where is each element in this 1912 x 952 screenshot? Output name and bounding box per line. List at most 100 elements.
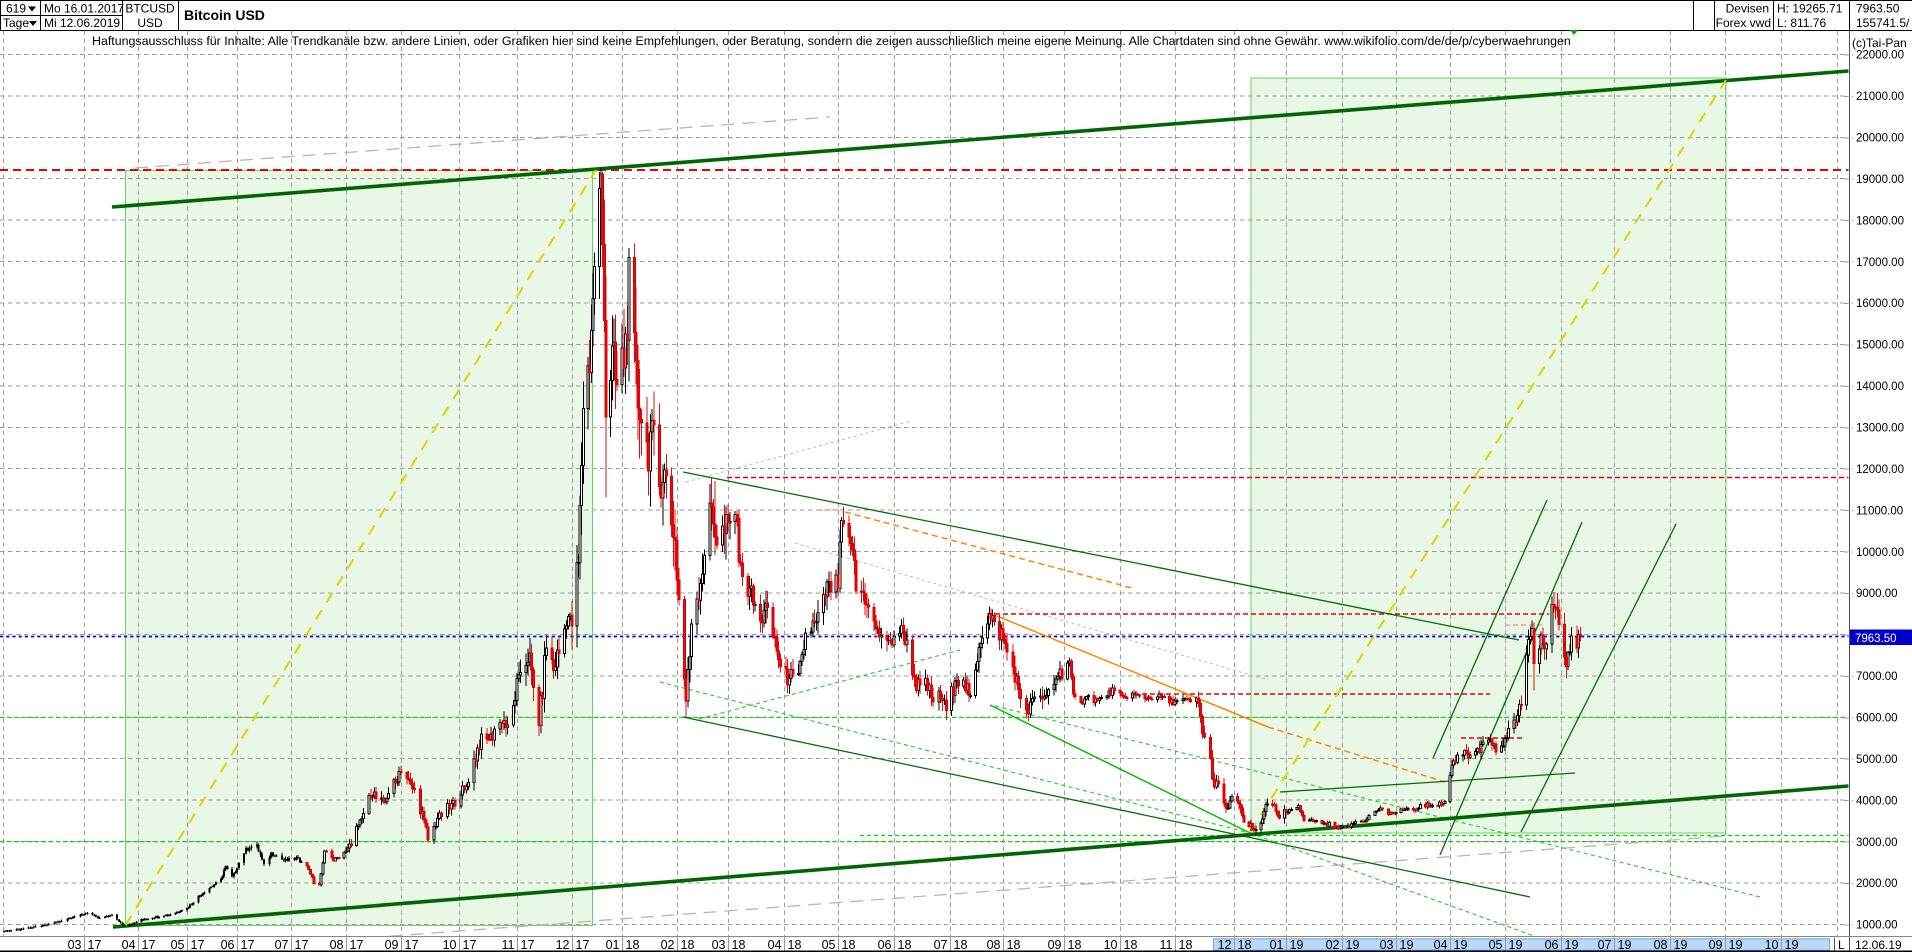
svg-text:12000.00: 12000.00 <box>1856 464 1904 476</box>
svg-text:17: 17 <box>191 938 205 952</box>
svg-text:17: 17 <box>350 938 364 952</box>
svg-text:05: 05 <box>1489 938 1503 952</box>
svg-text:03: 03 <box>68 938 82 952</box>
svg-text:19: 19 <box>1674 938 1688 952</box>
svg-text:19: 19 <box>1290 938 1304 952</box>
svg-text:1000.00: 1000.00 <box>1856 920 1898 932</box>
svg-text:Forex vwd: Forex vwd <box>1716 16 1771 30</box>
svg-text:18000.00: 18000.00 <box>1856 215 1904 227</box>
svg-text:17: 17 <box>88 938 102 952</box>
svg-text:11000.00: 11000.00 <box>1856 505 1903 517</box>
svg-text:02: 02 <box>1326 938 1340 952</box>
svg-text:USD: USD <box>137 16 163 30</box>
svg-text:01: 01 <box>606 938 620 952</box>
svg-text:9000.00: 9000.00 <box>1856 588 1898 600</box>
svg-text:17: 17 <box>576 938 590 952</box>
svg-text:07: 07 <box>934 938 948 952</box>
svg-text:18: 18 <box>1068 938 1082 952</box>
svg-text:04: 04 <box>768 938 782 952</box>
svg-text:20000.00: 20000.00 <box>1856 133 1904 145</box>
svg-text:11: 11 <box>502 938 515 952</box>
svg-text:08: 08 <box>987 938 1001 952</box>
svg-text:01: 01 <box>1270 938 1284 952</box>
svg-text:17: 17 <box>521 938 535 952</box>
svg-text:6000.00: 6000.00 <box>1856 713 1898 725</box>
svg-text:Bitcoin USD: Bitcoin USD <box>184 7 265 23</box>
svg-text:619: 619 <box>6 2 26 16</box>
svg-text:7963.50: 7963.50 <box>1856 2 1900 16</box>
svg-text:Tage: Tage <box>3 16 29 30</box>
svg-text:09: 09 <box>385 938 399 952</box>
svg-text:19: 19 <box>1346 938 1360 952</box>
svg-text:18: 18 <box>626 938 640 952</box>
svg-text:L: L <box>1838 938 1845 952</box>
svg-text:18: 18 <box>842 938 856 952</box>
svg-text:18: 18 <box>681 938 695 952</box>
svg-text:Haftungsausschluss für Inhalte: Haftungsausschluss für Inhalte: Alle Tre… <box>92 34 1571 48</box>
svg-text:12: 12 <box>1218 938 1232 952</box>
svg-text:02: 02 <box>661 938 675 952</box>
svg-text:18: 18 <box>1007 938 1021 952</box>
svg-text:18: 18 <box>1238 938 1252 952</box>
svg-text:04: 04 <box>1434 938 1448 952</box>
svg-text:13000.00: 13000.00 <box>1856 423 1904 435</box>
svg-text:5000.00: 5000.00 <box>1856 754 1898 766</box>
svg-text:Mi 12.06.2019: Mi 12.06.2019 <box>44 16 120 30</box>
svg-text:7000.00: 7000.00 <box>1856 671 1898 683</box>
svg-text:18: 18 <box>788 938 802 952</box>
svg-text:17: 17 <box>295 938 309 952</box>
svg-text:4000.00: 4000.00 <box>1856 795 1898 807</box>
svg-text:06: 06 <box>878 938 892 952</box>
svg-text:06: 06 <box>1545 938 1559 952</box>
svg-text:18: 18 <box>1179 938 1193 952</box>
svg-text:10: 10 <box>1104 938 1118 952</box>
svg-text:14000.00: 14000.00 <box>1856 381 1904 393</box>
svg-text:03: 03 <box>712 938 726 952</box>
svg-text:03: 03 <box>1380 938 1394 952</box>
svg-text:19: 19 <box>1618 938 1632 952</box>
svg-text:09: 09 <box>1709 938 1723 952</box>
svg-text:7963.50: 7963.50 <box>1855 633 1897 645</box>
svg-text:18: 18 <box>1124 938 1138 952</box>
svg-text:12: 12 <box>556 938 570 952</box>
svg-text:09: 09 <box>1048 938 1062 952</box>
svg-text:15000.00: 15000.00 <box>1856 340 1904 352</box>
svg-text:21000.00: 21000.00 <box>1856 91 1904 103</box>
svg-text:155741.5/: 155741.5/ <box>1856 16 1910 30</box>
svg-text:17: 17 <box>463 938 477 952</box>
svg-text:Devisen: Devisen <box>1726 2 1769 16</box>
svg-text:19: 19 <box>1729 938 1743 952</box>
svg-text:19: 19 <box>1454 938 1468 952</box>
svg-text:16000.00: 16000.00 <box>1856 298 1904 310</box>
svg-text:19: 19 <box>1785 938 1799 952</box>
svg-text:07: 07 <box>275 938 289 952</box>
svg-text:10: 10 <box>443 938 457 952</box>
svg-text:17: 17 <box>241 938 255 952</box>
svg-text:10000.00: 10000.00 <box>1856 547 1904 559</box>
svg-text:H: 19265.71: H: 19265.71 <box>1777 2 1843 16</box>
svg-text:2000.00: 2000.00 <box>1856 878 1898 890</box>
svg-text:BTCUSD: BTCUSD <box>125 2 175 16</box>
svg-text:18: 18 <box>732 938 746 952</box>
svg-text:08: 08 <box>330 938 344 952</box>
svg-text:17: 17 <box>142 938 156 952</box>
svg-text:17000.00: 17000.00 <box>1856 257 1904 269</box>
svg-text:06: 06 <box>221 938 235 952</box>
svg-text:12.06.19: 12.06.19 <box>1855 938 1902 952</box>
svg-text:04: 04 <box>122 938 136 952</box>
svg-text:18: 18 <box>898 938 912 952</box>
svg-text:08: 08 <box>1654 938 1668 952</box>
svg-text:19: 19 <box>1565 938 1579 952</box>
svg-text:3000.00: 3000.00 <box>1856 837 1898 849</box>
svg-text:19: 19 <box>1400 938 1414 952</box>
svg-text:Mo 16.01.2017: Mo 16.01.2017 <box>44 2 124 16</box>
svg-text:19: 19 <box>1509 938 1523 952</box>
svg-text:18: 18 <box>954 938 968 952</box>
svg-text:L: 811.76: L: 811.76 <box>1777 16 1826 30</box>
svg-text:10: 10 <box>1765 938 1779 952</box>
svg-text:07: 07 <box>1598 938 1612 952</box>
svg-text:11: 11 <box>1160 938 1173 952</box>
svg-text:(c)Tai-Pan: (c)Tai-Pan <box>1852 36 1907 50</box>
svg-text:05: 05 <box>822 938 836 952</box>
svg-text:05: 05 <box>171 938 185 952</box>
